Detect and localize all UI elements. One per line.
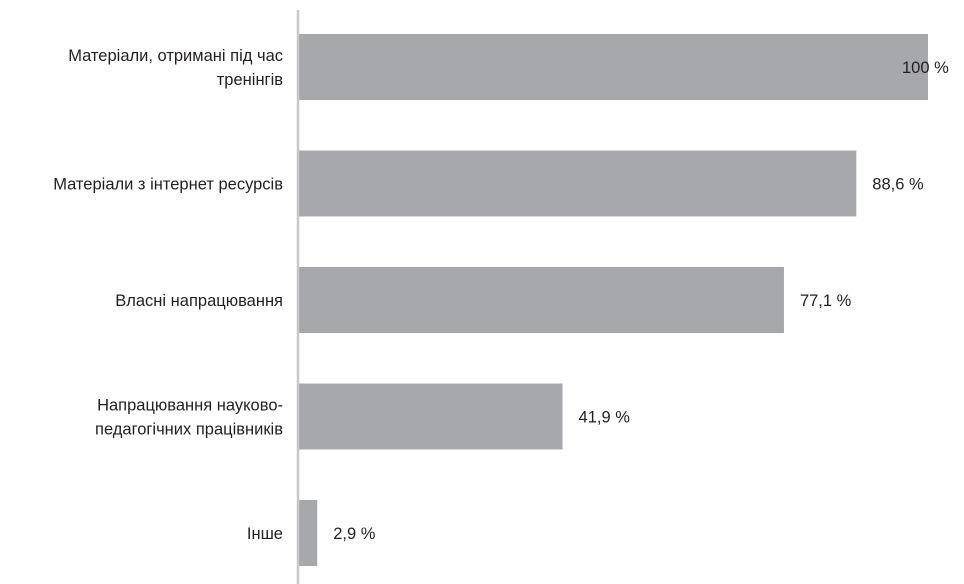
value-labels-group: 100 % 88,6 % 77,1 % 41,9 % 2,9 %	[333, 59, 949, 543]
bar-4	[299, 500, 318, 566]
bar-1	[299, 150, 857, 217]
category-label-0: Матеріали, отримані під час тренінгів	[68, 47, 283, 89]
category-label-line: Напрацювання науково-	[97, 397, 283, 415]
bar-2	[299, 267, 784, 333]
category-label-line: педагогічних працівників	[95, 421, 283, 439]
category-label-3: Напрацювання науково-педагогічних праців…	[95, 397, 283, 439]
category-label-2: Власні напрацювання	[115, 292, 283, 310]
value-label-4: 2,9 %	[333, 525, 376, 543]
value-label-1: 88,6 %	[872, 176, 924, 194]
category-label-line: Власні напрацювання	[115, 292, 283, 310]
category-label-line: тренінгів	[217, 71, 283, 89]
category-labels-group: Матеріали, отримані під час тренінгівМате…	[53, 47, 283, 543]
category-label-4: Інше	[247, 525, 283, 543]
bar-0	[299, 34, 928, 100]
value-label-3: 41,9 %	[579, 409, 631, 427]
category-label-line: Матеріали з інтернет ресурсів	[53, 176, 283, 194]
bars-group	[299, 34, 928, 566]
value-label-0: 100 %	[902, 59, 949, 77]
category-label-line: Матеріали, отримані під час	[68, 47, 283, 65]
value-label-2: 77,1 %	[800, 292, 852, 310]
category-label-1: Матеріали з інтернет ресурсів	[53, 176, 283, 194]
category-label-line: Інше	[247, 525, 283, 543]
bar-3	[299, 383, 563, 450]
